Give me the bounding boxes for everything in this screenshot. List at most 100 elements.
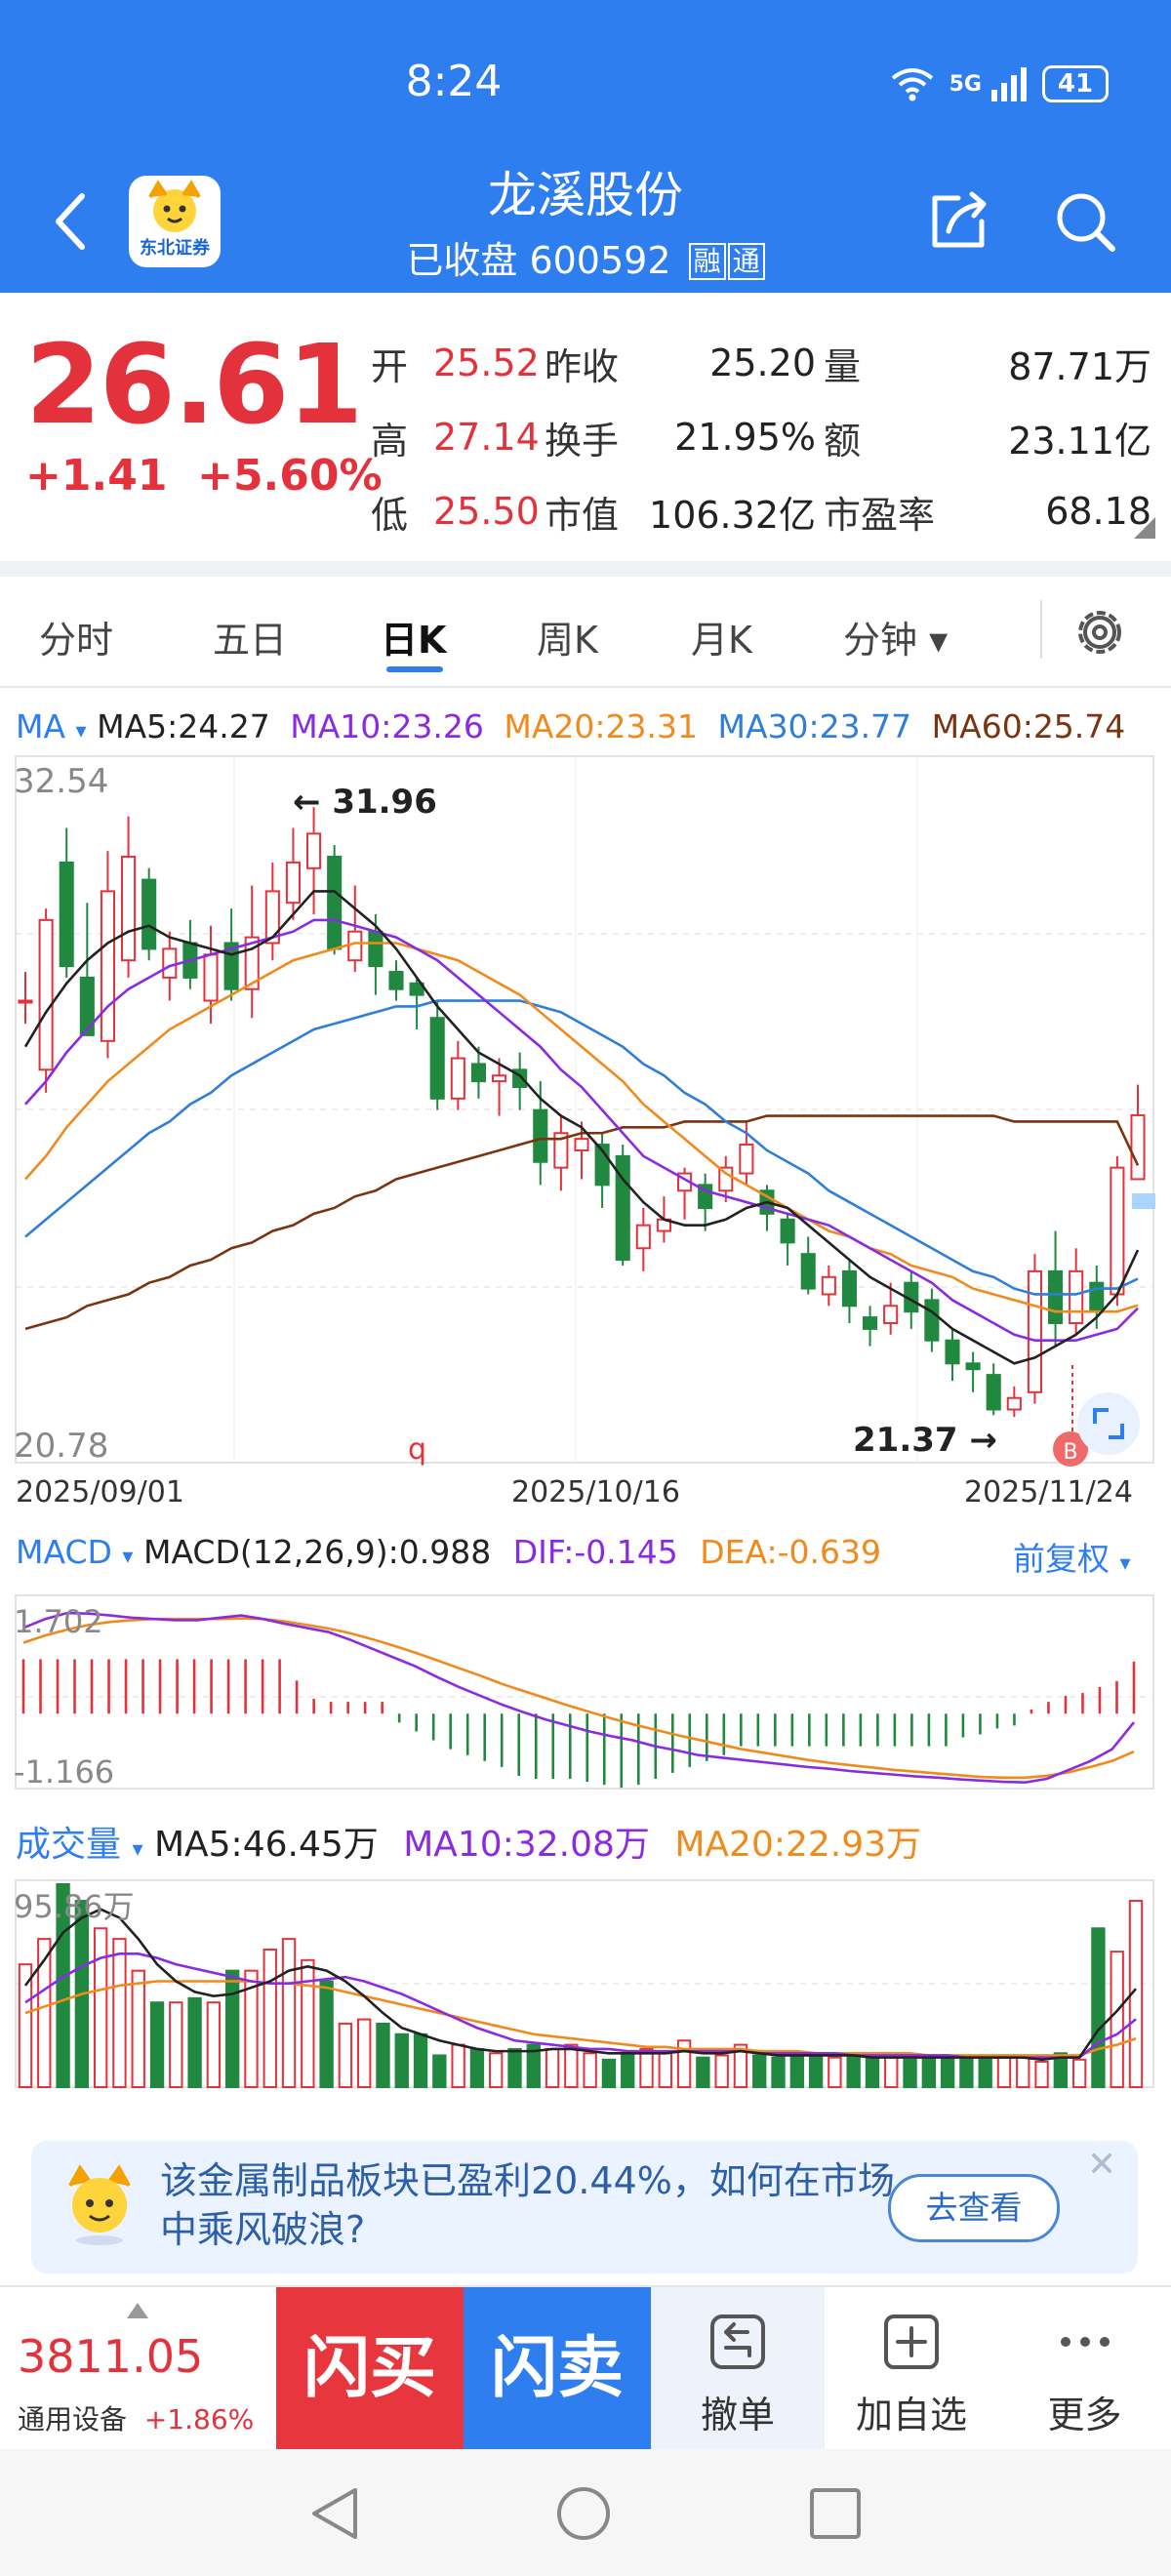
ma20-legend: MA20:23.31 xyxy=(504,707,699,745)
corner-expand-icon[interactable] xyxy=(1134,517,1155,539)
volume-bar xyxy=(93,1927,108,2089)
view-button[interactable]: 去查看 xyxy=(888,2174,1060,2242)
wifi-icon xyxy=(891,68,933,101)
vol-ma5-line xyxy=(23,1908,1137,2062)
margin-tag: 融 xyxy=(688,243,726,280)
quote-panel xyxy=(0,293,1171,561)
promo-banner[interactable]: 该金属制品板块已盈利20.44%，如何在市场中乘风破浪? 去查看 ✕ xyxy=(31,2141,1138,2274)
candle xyxy=(533,1108,548,1163)
tab-4[interactable]: 周K xyxy=(537,619,598,662)
volume-selector[interactable]: 成交量 ▾ xyxy=(16,1825,143,1865)
adjust-selector[interactable]: 前复权 ▾ xyxy=(1013,1540,1131,1578)
tab-underline xyxy=(386,666,443,672)
volume-bar xyxy=(319,1980,334,2088)
connect-tag: 通 xyxy=(727,243,765,280)
volume-bar xyxy=(865,2056,880,2088)
tab-3[interactable]: 日K xyxy=(381,619,447,662)
candle xyxy=(739,1144,754,1175)
candle xyxy=(965,1362,981,1371)
sector-index-name[interactable]: 通用设备 +1.86% xyxy=(18,2403,255,2435)
candle xyxy=(945,1339,960,1365)
candle xyxy=(285,861,301,905)
tab-2[interactable]: 五日 xyxy=(213,619,288,662)
candle xyxy=(368,930,384,968)
volume-legend: 成交量 ▾ MA5:46.45万 MA10:32.08万 MA20:22.93万 xyxy=(16,1816,921,1867)
more-button[interactable]: 更多 xyxy=(998,2287,1171,2451)
volume-bar xyxy=(281,1938,297,2088)
volume-bar xyxy=(301,1958,315,2089)
tab-6[interactable]: 分钟 ▾ xyxy=(843,619,949,662)
flash-sell-button[interactable]: 闪卖 xyxy=(464,2287,651,2451)
low-annotation: 21.37 → xyxy=(853,1421,997,1460)
candle xyxy=(18,999,33,1004)
quote-row: 高 27.14 换手 21.95% 额 23.11亿 xyxy=(371,416,1151,463)
candle xyxy=(1069,1269,1084,1324)
volume-bar xyxy=(507,2047,522,2088)
chart-canvas[interactable]: 32.54 20.78 ← 31.96 21.37 → q B 2025/09/… xyxy=(0,686,1171,2101)
volume-bar xyxy=(432,2054,447,2088)
nav-back-icon[interactable] xyxy=(308,2484,361,2543)
volume-bar xyxy=(1071,2058,1087,2089)
candle xyxy=(1089,1281,1105,1313)
tab-1[interactable]: 分时 xyxy=(39,619,114,662)
candle xyxy=(492,1074,507,1083)
ma5-line xyxy=(23,890,1140,1365)
nav-recents-icon[interactable] xyxy=(808,2486,863,2541)
cancel-order-icon xyxy=(710,2314,765,2369)
search-icon[interactable] xyxy=(1054,190,1118,255)
gear-icon[interactable] xyxy=(1071,604,1128,661)
volume-bar xyxy=(394,2033,409,2089)
add-icon xyxy=(884,2314,939,2369)
nav-home-icon[interactable] xyxy=(554,2484,613,2543)
volume-bar xyxy=(131,1969,145,2089)
volume-bar xyxy=(149,2001,165,2089)
sector-index-value[interactable]: 3811.05 xyxy=(18,2330,204,2383)
bottom-action-bar: 3811.05 通用设备 +1.86% 闪买 闪卖 撤单 加自选 更多 xyxy=(0,2285,1171,2451)
volume-bar xyxy=(37,1938,52,2088)
candle xyxy=(409,982,424,996)
volume-bar xyxy=(996,2054,1012,2088)
candle xyxy=(388,971,404,990)
close-icon[interactable]: ✕ xyxy=(1087,2145,1117,2185)
stock-code: 600592 xyxy=(529,239,671,282)
quote-row: 低 25.50 市值 106.32亿 市盈率 68.18 xyxy=(371,490,1151,537)
flash-buy-button[interactable]: 闪买 xyxy=(276,2287,464,2451)
candle xyxy=(450,1057,465,1100)
candle xyxy=(162,947,178,979)
cancel-order-button[interactable]: 撤单 xyxy=(651,2287,825,2451)
volume-bar xyxy=(224,1969,240,2089)
candle xyxy=(574,1138,589,1151)
volume-bar xyxy=(639,2047,654,2088)
back-arrow-icon[interactable] xyxy=(49,190,92,253)
candle xyxy=(1027,1269,1042,1393)
volume-bar xyxy=(733,2043,748,2089)
share-icon[interactable] xyxy=(927,190,991,253)
candle xyxy=(635,1224,651,1250)
volume-bar xyxy=(187,1996,202,2088)
candle xyxy=(121,855,137,962)
last-price: 26.61 xyxy=(25,322,363,449)
battery-icon: 41 xyxy=(1042,65,1109,102)
quote-row: 开 25.52 昨收 25.20 量 87.71万 xyxy=(371,342,1151,388)
tab-5[interactable]: 月K xyxy=(691,619,752,662)
chart-expand-icon[interactable] xyxy=(1077,1392,1140,1455)
macd-selector[interactable]: MACD ▾ xyxy=(16,1533,134,1571)
volume-bar xyxy=(884,2056,899,2088)
candle xyxy=(79,976,95,1036)
candle xyxy=(347,930,363,962)
mascot-icon xyxy=(68,2164,131,2245)
volume-bar xyxy=(771,2056,786,2088)
stock-subtitle: 已收盘 600592 融通 xyxy=(0,230,1171,284)
candle xyxy=(141,878,157,950)
add-watchlist-button[interactable]: 加自选 xyxy=(825,2287,998,2451)
volume-bar xyxy=(696,2056,710,2088)
ma-legend: MA ▾ MA5:24.27 MA10:23.26 MA20:23.31 MA3… xyxy=(16,707,1125,745)
ma60-line xyxy=(24,1114,1140,1331)
kline-chart-area[interactable]: MA ▾ MA5:24.27 MA10:23.26 MA20:23.31 MA3… xyxy=(0,686,1171,2101)
network-label: 5G xyxy=(949,71,982,97)
ma60-legend: MA60:25.74 xyxy=(931,707,1126,745)
ma-selector[interactable]: MA ▾ xyxy=(16,707,87,745)
macd-max-label: 1.702 xyxy=(14,1603,103,1640)
candle xyxy=(203,953,219,1002)
buy-signal-marker[interactable] xyxy=(1053,1431,1088,1467)
